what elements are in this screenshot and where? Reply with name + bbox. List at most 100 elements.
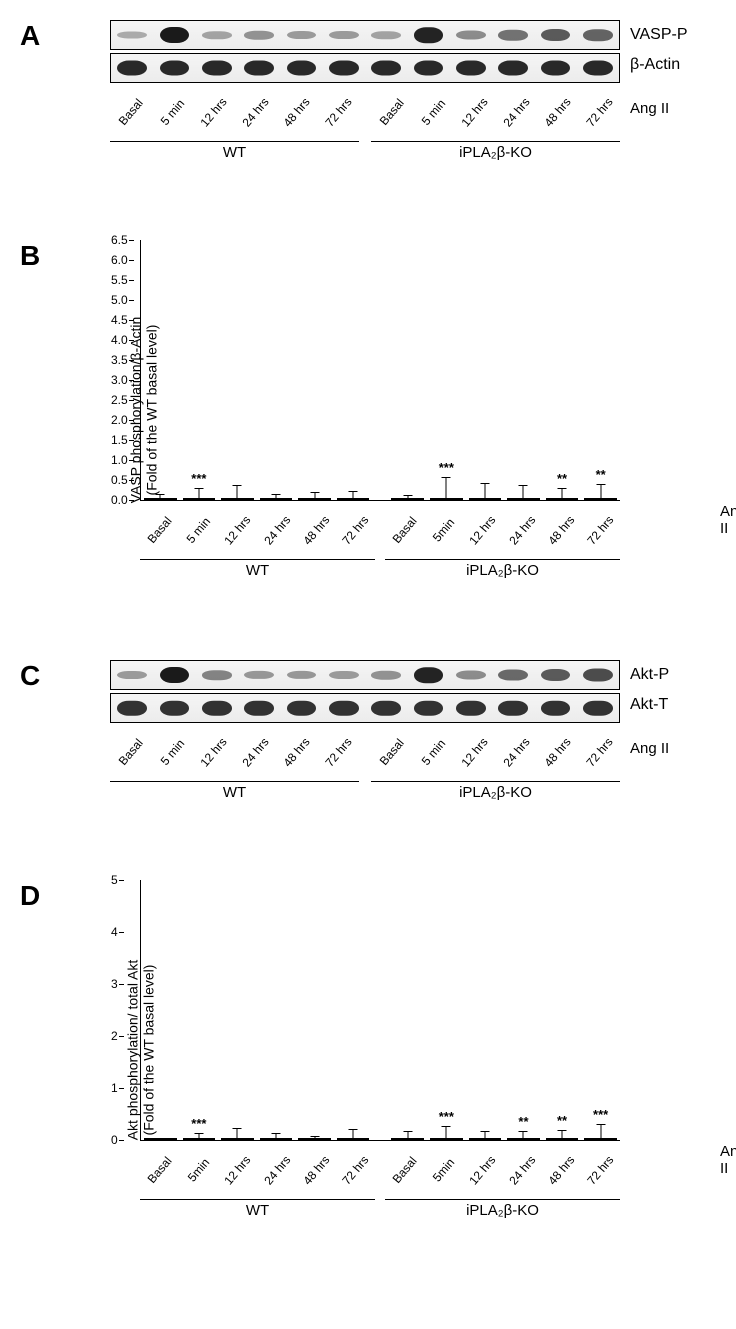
- ytick: 5.0: [111, 293, 128, 307]
- xlabels-c: Basal5 min12 hrs24 hrs48 hrs72 hrsBasal5…: [110, 727, 620, 777]
- error-bar: [353, 1129, 354, 1139]
- band: [202, 670, 232, 680]
- ytick: 2.0: [111, 413, 128, 427]
- band: [583, 61, 613, 76]
- error-bar: [276, 494, 277, 499]
- side-label-akt-t: Akt-T: [630, 696, 668, 714]
- band: [456, 61, 486, 76]
- band: [117, 32, 147, 39]
- error-bar: [446, 1126, 447, 1139]
- error-bar: [600, 1124, 601, 1139]
- error-bar: [446, 477, 447, 499]
- band: [287, 31, 317, 39]
- panel-label-b: B: [20, 240, 40, 272]
- error-bar: [276, 1133, 277, 1139]
- band: [414, 27, 444, 43]
- side-label-akt-p: Akt-P: [630, 666, 669, 684]
- error-bar: [407, 495, 408, 499]
- ytick: 0.5: [111, 473, 128, 487]
- significance-marker: ***: [191, 471, 206, 486]
- group-ko-b: iPLA₂β-KO: [385, 559, 620, 579]
- significance-marker: ***: [439, 460, 454, 475]
- band: [202, 701, 232, 716]
- significance-marker: ***: [191, 1116, 206, 1131]
- band: [160, 701, 190, 716]
- side-label-vasp-p: VASP-P: [630, 26, 688, 44]
- ytick: 1: [111, 1081, 118, 1095]
- band: [244, 701, 274, 716]
- band: [456, 31, 486, 40]
- error-bar: [314, 1136, 315, 1139]
- band: [414, 701, 444, 716]
- bar: [298, 1138, 331, 1140]
- band: [244, 31, 274, 40]
- band: [329, 61, 359, 76]
- xtick: 72 hrs: [567, 720, 631, 785]
- band: [244, 61, 274, 76]
- band: [202, 31, 232, 39]
- blot-beta-actin: [110, 53, 620, 83]
- panel-label-a: A: [20, 20, 40, 52]
- band: [541, 669, 571, 681]
- error-bar: [407, 1131, 408, 1139]
- group-ko-c: iPLA₂β-KO: [371, 781, 620, 801]
- band: [117, 671, 147, 679]
- band: [287, 701, 317, 716]
- error-bar: [314, 492, 315, 499]
- blot-akt-t: [110, 693, 620, 723]
- band: [329, 671, 359, 679]
- xtick: 72 hrs: [569, 498, 631, 561]
- group-wt-b: WT: [140, 559, 375, 579]
- xlabels-d: Basal5min12 hrs24 hrs48 hrs72 hrsBasal5m…: [140, 1145, 620, 1195]
- significance-marker: **: [518, 1114, 528, 1129]
- ytick: 0: [111, 1133, 118, 1147]
- significance-marker: **: [557, 471, 567, 486]
- band: [541, 29, 571, 41]
- band: [244, 671, 274, 679]
- band: [117, 701, 147, 716]
- angii-label-c: Ang II: [630, 740, 669, 757]
- ytick: 3.0: [111, 373, 128, 387]
- side-label-beta-actin: β-Actin: [630, 56, 680, 74]
- band: [329, 701, 359, 716]
- significance-marker: ***: [593, 1107, 608, 1122]
- band: [583, 701, 613, 716]
- blot-vasp-p: [110, 20, 620, 50]
- band: [498, 30, 528, 41]
- band: [329, 31, 359, 39]
- significance-marker: **: [596, 467, 606, 482]
- band: [541, 701, 571, 716]
- group-wt-c: WT: [110, 781, 359, 801]
- error-bar: [237, 485, 238, 499]
- bar: [337, 498, 370, 500]
- band: [414, 667, 444, 683]
- band: [371, 61, 401, 76]
- angii-label-a: Ang II: [630, 100, 669, 117]
- group-wt-d: WT: [140, 1199, 375, 1219]
- chart-d: 012345*************: [140, 880, 620, 1141]
- band: [160, 61, 190, 76]
- xlabels-a: Basal5 min12 hrs24 hrs48 hrs72 hrsBasal5…: [110, 87, 620, 137]
- band: [160, 27, 190, 43]
- group-ko-a: iPLA₂β-KO: [371, 141, 620, 161]
- band: [583, 29, 613, 41]
- blot-akt-p: [110, 660, 620, 690]
- ytick: 4.5: [111, 313, 128, 327]
- ytick: 4.0: [111, 333, 128, 347]
- error-bar: [353, 491, 354, 499]
- group-wt-a: WT: [110, 141, 359, 161]
- error-bar: [484, 1131, 485, 1139]
- significance-marker: **: [557, 1113, 567, 1128]
- chart-b: 0.00.51.01.52.02.53.03.54.04.55.05.56.06…: [140, 240, 620, 501]
- band: [287, 61, 317, 76]
- band: [583, 669, 613, 682]
- ytick: 6.5: [111, 233, 128, 247]
- significance-marker: ***: [439, 1109, 454, 1124]
- xlabels-b: Basal5 min12 hrs24 hrs48 hrs72 hrsBasal5…: [140, 505, 620, 555]
- bar: [298, 498, 331, 500]
- ytick: 2.5: [111, 393, 128, 407]
- ytick: 0.0: [111, 493, 128, 507]
- band: [371, 671, 401, 680]
- error-bar: [600, 484, 601, 499]
- ytick: 3.5: [111, 353, 128, 367]
